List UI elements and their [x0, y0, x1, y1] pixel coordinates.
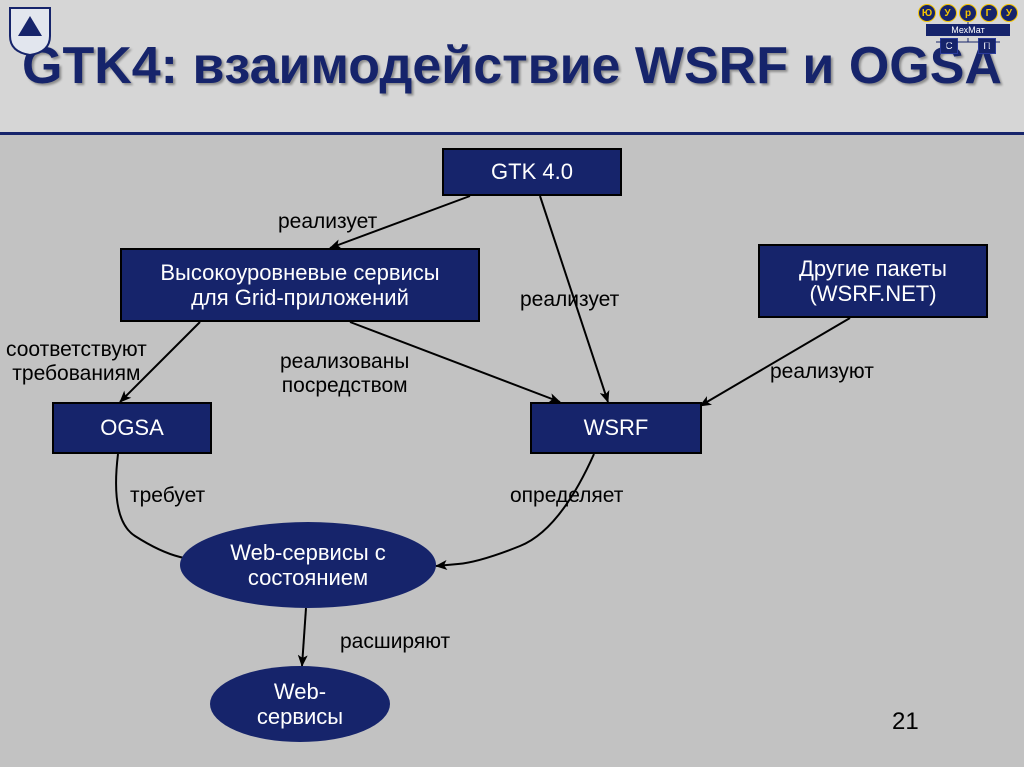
edge-label-gtk-wsrf: реализует	[520, 288, 619, 312]
slide: GTK4: взаимодействие WSRF и OGSA Ю У р Г…	[0, 0, 1024, 767]
org-square: П	[978, 38, 996, 54]
org-square: С	[940, 38, 958, 54]
org-circle: У	[939, 4, 957, 22]
node-web: Web- сервисы	[210, 666, 390, 742]
node-ogsa: OGSA	[52, 402, 212, 454]
node-stateful: Web-сервисы с состоянием	[180, 522, 436, 608]
header-divider	[0, 132, 1024, 135]
page-title: GTK4: взаимодействие WSRF и OGSA	[0, 35, 1024, 94]
edge-stateful-web	[302, 608, 306, 666]
edge-label-other-wsrf: реализуют	[770, 360, 874, 384]
node-wsrf: WSRF	[530, 402, 702, 454]
edge-label-high-ogsa: соответствуют требованиям	[6, 338, 147, 386]
edge-label-ogsa-stateful: требует	[130, 484, 205, 508]
org-bar: МехМат	[926, 24, 1010, 36]
edge-wsrf-stateful	[436, 454, 594, 566]
org-circle: Г	[980, 4, 998, 22]
edge-label-stateful-web: расширяют	[340, 630, 450, 654]
page-number: 21	[892, 708, 919, 736]
org-widget: Ю У р Г У МехМат С П	[918, 4, 1018, 54]
edge-label-gtk-high: реализует	[278, 210, 377, 234]
edge-label-high-wsrf: реализованы посредством	[280, 350, 409, 398]
org-circle: У	[1000, 4, 1018, 22]
node-gtk: GTK 4.0	[442, 148, 622, 196]
node-high: Высокоуровневые сервисы для Grid-приложе…	[120, 248, 480, 322]
node-other: Другие пакеты (WSRF.NET)	[758, 244, 988, 318]
org-circle: Ю	[918, 4, 936, 22]
crest-logo	[8, 6, 52, 56]
edge-label-wsrf-stateful: определяет	[510, 484, 623, 508]
org-circle: р	[959, 4, 977, 22]
